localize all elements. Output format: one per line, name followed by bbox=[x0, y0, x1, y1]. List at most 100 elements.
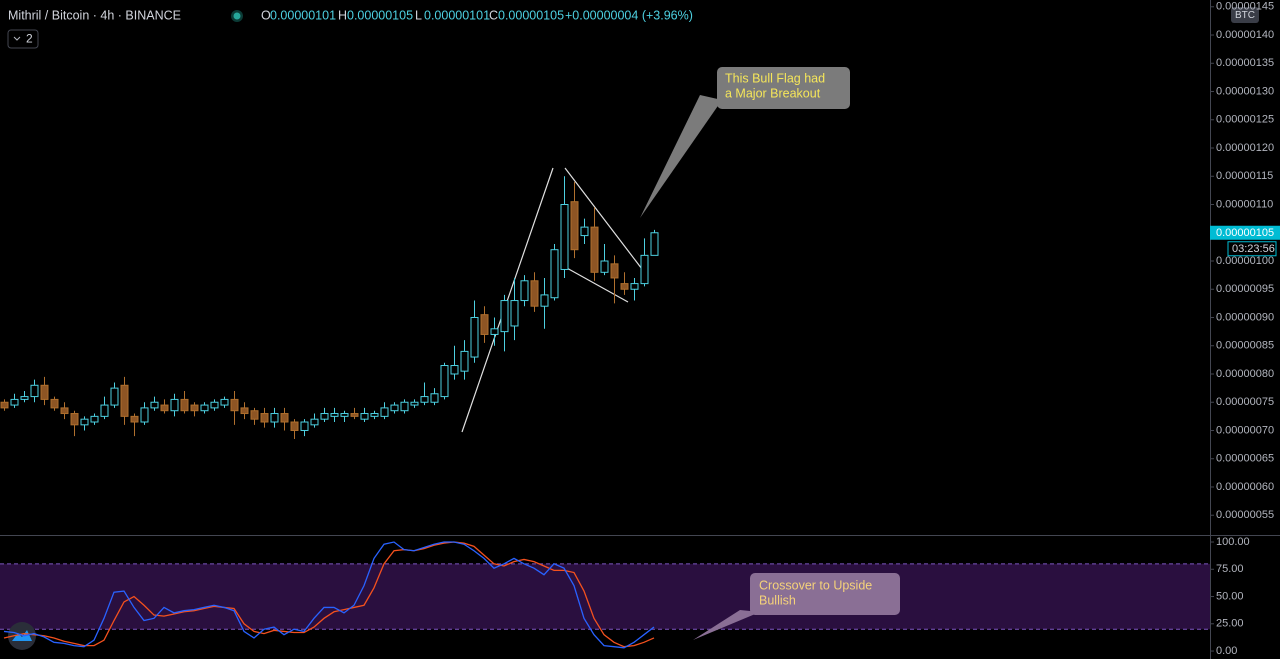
change-value: +0.00000004 (+3.96%) bbox=[565, 8, 693, 22]
candle-body bbox=[200, 404, 209, 412]
y-tick-label: 0.00000145 bbox=[1216, 1, 1274, 13]
candle-body bbox=[180, 398, 189, 412]
candle-body bbox=[20, 396, 29, 400]
y-tick-label: 0.00000130 bbox=[1216, 85, 1274, 97]
candle-body bbox=[300, 421, 309, 431]
candle-body bbox=[320, 413, 329, 420]
candle-body bbox=[650, 232, 659, 256]
ohlc-key: C bbox=[489, 8, 498, 22]
countdown-tag bbox=[1227, 241, 1277, 257]
candle-body bbox=[590, 226, 599, 273]
candle-body bbox=[40, 384, 49, 400]
candle-body bbox=[520, 280, 529, 302]
y-tick-label: 0.00000060 bbox=[1216, 481, 1274, 493]
logo[interactable] bbox=[8, 622, 36, 650]
logo-mark bbox=[12, 630, 32, 641]
y-tick-label: 50.00 bbox=[1216, 590, 1244, 602]
candle-body bbox=[220, 398, 229, 406]
candle-body bbox=[190, 404, 199, 412]
band-layer bbox=[0, 563, 1210, 630]
candle-body bbox=[380, 407, 389, 417]
candle-body bbox=[150, 401, 159, 409]
y-tick-label: 0.00000090 bbox=[1216, 311, 1274, 323]
candle-body bbox=[120, 384, 129, 417]
candle-body bbox=[390, 404, 399, 412]
callout-box bbox=[717, 67, 850, 109]
candle-body bbox=[140, 407, 149, 423]
candle-body bbox=[490, 328, 499, 335]
candle-body bbox=[400, 401, 409, 412]
ohlc-value: 0.00000105 bbox=[347, 8, 413, 22]
candle-body bbox=[50, 398, 59, 409]
indicator-toggle[interactable] bbox=[7, 29, 39, 49]
candle-body bbox=[540, 294, 549, 307]
last-price-tag bbox=[1210, 225, 1280, 240]
candle-body bbox=[610, 263, 619, 279]
candle-body bbox=[360, 413, 369, 420]
y-tick-label: 0.00000125 bbox=[1216, 114, 1274, 126]
callout-pointer bbox=[640, 95, 722, 218]
ohlc-key: L bbox=[415, 8, 422, 22]
currency-badge bbox=[1231, 7, 1259, 23]
callout-box bbox=[750, 573, 900, 615]
callout-text: This Bull Flag had bbox=[725, 71, 825, 85]
candle-body bbox=[330, 413, 339, 417]
y-tick-label: 0.00000110 bbox=[1216, 198, 1273, 210]
candle-body bbox=[70, 413, 79, 426]
y-tick-label: 0.00000115 bbox=[1216, 170, 1273, 182]
flag-line bbox=[564, 266, 629, 303]
ohlc-value: 0.00000101 bbox=[424, 8, 490, 22]
candle-body bbox=[620, 283, 629, 290]
candle-body bbox=[370, 413, 379, 417]
candle-body bbox=[260, 413, 269, 423]
candle-body bbox=[580, 226, 589, 237]
candle-body bbox=[0, 401, 9, 409]
candle-body bbox=[90, 415, 99, 423]
candle-body bbox=[410, 401, 419, 406]
candle-body bbox=[280, 413, 289, 423]
ohlc-value: 0.00000105 bbox=[498, 8, 564, 22]
candle-body bbox=[170, 398, 179, 412]
y-tick-label: 0.00000085 bbox=[1216, 340, 1274, 352]
ohlc-key: H bbox=[338, 8, 347, 22]
countdown-label: 03:23:56 bbox=[1232, 243, 1275, 255]
symbol-title: Mithril / Bitcoin · 4h · BINANCE bbox=[8, 8, 181, 22]
candle-body bbox=[450, 365, 459, 375]
status-dot bbox=[233, 12, 241, 20]
candle-body bbox=[240, 407, 249, 415]
candle-body bbox=[100, 404, 109, 417]
candle-body bbox=[470, 316, 479, 358]
candle-body bbox=[550, 249, 559, 299]
y-tick-label: 0.00000120 bbox=[1216, 142, 1274, 154]
candle-body bbox=[640, 254, 649, 285]
y-tick-label: 75.00 bbox=[1216, 563, 1244, 575]
y-tick-label: 0.00000055 bbox=[1216, 509, 1274, 521]
candle-body bbox=[30, 384, 39, 398]
y-tick-label: 0.00000095 bbox=[1216, 283, 1274, 295]
candle-body bbox=[110, 387, 119, 406]
candle-body bbox=[10, 398, 19, 406]
callout-text: Crossover to Upside bbox=[759, 578, 872, 592]
callout-pointer bbox=[693, 610, 760, 640]
indicator-count: 2 bbox=[26, 32, 33, 46]
candle-body bbox=[210, 401, 219, 409]
last-price-label: 0.00000105 bbox=[1216, 227, 1274, 239]
candle-body bbox=[230, 398, 239, 412]
pole-line bbox=[461, 167, 554, 433]
candle-body bbox=[270, 413, 279, 423]
oscillator-line bbox=[3, 541, 655, 648]
chevron bbox=[13, 36, 21, 41]
candle-body bbox=[340, 413, 349, 417]
candle-body bbox=[570, 201, 579, 251]
candle-body bbox=[250, 410, 259, 420]
ohlc-key: O bbox=[261, 8, 271, 22]
y-tick-label: 0.00 bbox=[1216, 645, 1237, 657]
candle-body bbox=[420, 396, 429, 403]
candle-body bbox=[460, 350, 469, 372]
candle-body bbox=[160, 404, 169, 412]
candle-body bbox=[290, 421, 299, 431]
candle-body bbox=[80, 418, 89, 426]
